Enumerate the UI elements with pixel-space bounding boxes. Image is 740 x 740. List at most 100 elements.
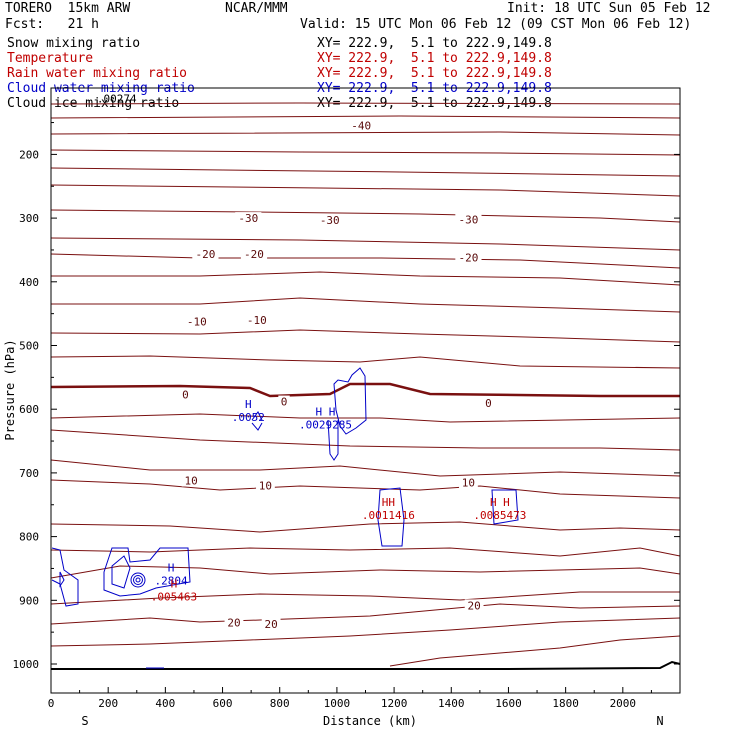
contour-label-15: 20 <box>468 599 481 612</box>
isotherm-line-17 <box>50 479 681 499</box>
contour-label-bg-14 <box>459 476 478 489</box>
y-tick-label-3: 500 <box>19 340 39 353</box>
y-tick-label-8: 1000 <box>13 658 40 671</box>
end-label-north: N <box>656 714 663 728</box>
contour-label-bg-10 <box>278 395 290 408</box>
y-axis-label: Pressure (hPa) <box>3 339 17 440</box>
contour-label-1: -30 <box>238 212 258 225</box>
x-tick-label-1: 200 <box>98 697 118 710</box>
isotherm-line-15 <box>50 429 681 451</box>
y-tick-label-1: 300 <box>19 212 39 225</box>
contour-label-bg-5 <box>240 247 268 260</box>
contour-label-bg-13 <box>256 479 275 492</box>
isotherm-line-22 <box>50 603 681 625</box>
x-tick-label-9: 1800 <box>552 697 579 710</box>
field-xy-temperature: XY= 222.9, 5.1 to 222.9,149.8 <box>317 51 552 66</box>
x-axis-label: Distance (km) <box>323 714 417 728</box>
extremum-value-0: .0052 <box>232 411 265 424</box>
contour-label-3: -30 <box>458 213 478 226</box>
x-tick-label-2: 400 <box>155 697 175 710</box>
contour-label-bg-9 <box>179 388 192 401</box>
contour-label-14: 10 <box>462 476 475 489</box>
forecast-hour: Fcst: 21 h <box>5 17 99 32</box>
isotherm-line-13 <box>50 382 680 398</box>
contour-label-bg-11 <box>482 396 495 409</box>
y-tick-label-5: 700 <box>19 467 39 480</box>
cloud-water-contour-2 <box>333 367 367 435</box>
contour-label-13: 10 <box>259 480 272 493</box>
y-tick-label-0: 200 <box>19 148 39 161</box>
extremum-marker-4: H <box>168 562 175 575</box>
model-title: TORERO 15km ARW <box>5 1 131 16</box>
end-label-south: S <box>81 714 88 728</box>
contour-label-7: -10 <box>187 315 207 328</box>
extremum-marker-3: H H <box>490 496 510 509</box>
surface-line <box>51 660 681 670</box>
contour-label-6: -20 <box>458 252 478 265</box>
contour-label-bg-7 <box>183 315 210 328</box>
contour-label-bg-2 <box>316 214 343 227</box>
extremum-value-2: .0011416 <box>362 509 415 522</box>
y-tick-label-2: 400 <box>19 276 39 289</box>
contour-label-0: -40 <box>351 120 371 133</box>
contour-label-bg-15 <box>464 599 484 612</box>
contour-label-9: 0 <box>182 389 189 402</box>
contour-label-8: -10 <box>247 314 267 327</box>
extremum-marker-0: H <box>245 398 252 411</box>
isotherm-line-20 <box>50 565 681 579</box>
extremum-value-6: .00274 <box>97 92 137 105</box>
y-tick-label-7: 900 <box>19 594 39 607</box>
isotherm-line-10 <box>51 297 681 313</box>
contour-label-bg-0 <box>348 119 375 132</box>
contour-label-bg-1 <box>235 212 262 225</box>
isotherm-line-5 <box>50 184 681 197</box>
isotherm-line-7 <box>50 237 681 251</box>
cloud-water-contour-6 <box>51 547 79 607</box>
isotherm-line-8 <box>50 253 681 269</box>
isotherm-line-19 <box>50 547 681 557</box>
isotherm-line-14 <box>50 413 681 423</box>
center-title: NCAR/MMM <box>225 1 288 16</box>
cloud-water-contour-5 <box>491 489 519 525</box>
valid-time: Valid: 15 UTC Mon 06 Feb 12 (09 CST Mon … <box>300 17 692 32</box>
isotherm-line-12 <box>50 355 681 369</box>
contour-label-10: 0 <box>281 396 288 409</box>
x-tick-label-10: 2000 <box>610 697 637 710</box>
contour-label-17: 20 <box>265 618 278 631</box>
x-tick-label-8: 1600 <box>495 697 522 710</box>
contour-label-5: -20 <box>244 248 264 261</box>
field-name-snow: Snow mixing ratio <box>7 36 141 51</box>
isotherm-line-23 <box>50 617 681 647</box>
isotherm-line-0 <box>50 102 681 105</box>
contour-label-bg-3 <box>455 213 482 226</box>
cloud-water-contour-9 <box>111 555 131 589</box>
init-time: Init: 18 UTC Sun 05 Feb 12 <box>507 1 711 16</box>
axes: 0 200 400 600 800 1000 1200 1400 1600 1800 2000200… <box>3 87 681 728</box>
x-tick-label-6: 1200 <box>381 697 408 710</box>
isotherm-line-1 <box>50 115 681 119</box>
field-name-temperature: Temperature <box>7 51 94 66</box>
extremum-marker-1: H H <box>316 406 336 419</box>
isotherm-line-18 <box>50 521 681 533</box>
temperature-contours <box>50 102 681 670</box>
contour-label-bg-6 <box>455 251 482 264</box>
contour-label-bg-4 <box>192 247 219 260</box>
contour-label-16: 20 <box>227 617 240 630</box>
isotherm-line-4 <box>50 167 681 177</box>
extremum-value-5: .005463 <box>151 591 197 604</box>
cloud-water-contour-1 <box>251 422 263 431</box>
cloud-water-max-ring-0 <box>130 572 146 588</box>
contour-label-bg-8 <box>243 314 270 327</box>
isotherm-line-24 <box>389 635 681 667</box>
isotherm-line-2 <box>50 131 681 136</box>
cloud-water-contour-4 <box>377 487 405 547</box>
isotherm-line-3 <box>50 149 681 156</box>
contour-label-2: -30 <box>320 214 340 227</box>
contour-label-12: 10 <box>184 475 197 488</box>
isotherm-line-6 <box>50 209 681 223</box>
contour-label-4: -20 <box>195 248 215 261</box>
x-tick-label-7: 1400 <box>438 697 465 710</box>
cloud-water-contour-3 <box>327 419 339 461</box>
contour-label-11: 0 <box>485 397 492 410</box>
